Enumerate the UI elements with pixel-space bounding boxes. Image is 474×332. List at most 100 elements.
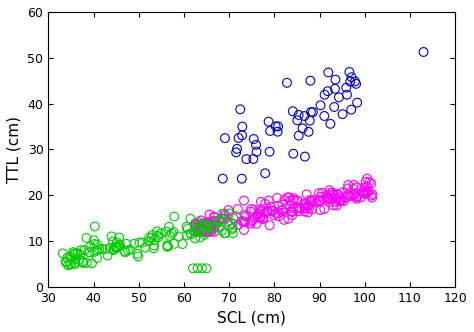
Point [150,246,157,251]
Point [184,226,191,232]
Point [266,128,274,133]
Point [250,136,257,142]
Point [210,218,218,224]
Point [325,197,333,202]
Point [205,220,212,225]
Point [71,260,79,265]
Point [123,241,130,246]
Point [339,112,346,117]
Point [337,195,344,200]
Point [344,192,352,198]
Point [295,205,302,210]
Point [330,192,337,197]
Point [74,251,82,256]
Point [235,135,242,141]
Point [307,110,315,115]
Point [259,216,267,221]
Point [88,261,96,266]
Point [353,185,361,190]
Point [228,220,236,226]
Point [281,198,288,203]
Point [225,208,232,213]
Point [338,197,346,203]
Point [273,195,281,201]
Point [134,251,141,257]
Point [335,95,343,100]
Point [204,229,212,234]
Point [308,207,316,212]
Point [275,203,283,208]
Point [332,199,339,205]
Point [106,245,114,251]
Point [287,198,294,203]
Point [301,154,309,159]
Point [59,251,67,256]
Point [157,231,164,236]
Point [116,242,123,248]
Point [212,220,219,225]
Point [229,230,237,236]
Point [344,186,352,191]
Point [330,104,338,110]
Point [168,231,175,236]
Point [301,206,309,211]
Point [109,239,117,244]
Point [219,211,226,216]
Point [79,259,86,264]
Point [304,203,312,208]
Point [71,261,79,267]
Point [359,189,367,194]
Point [204,229,211,234]
Point [113,245,120,251]
Point [249,156,257,162]
Point [187,231,195,237]
Point [141,245,149,250]
Point [353,196,361,202]
Point [170,229,177,234]
Point [364,176,371,181]
Point [290,197,297,203]
Point [64,263,72,268]
Point [220,211,228,216]
Point [336,198,344,204]
Point [278,208,286,213]
Point [80,260,87,265]
Point [265,119,273,124]
Point [289,209,296,215]
Point [222,230,229,236]
Point [202,221,210,226]
Point [154,233,161,238]
Point [289,109,297,114]
Point [63,260,70,265]
Point [108,234,115,239]
Point [279,202,286,208]
Point [327,192,335,198]
Point [86,249,93,255]
Point [261,201,269,207]
Point [290,196,298,201]
Point [145,239,153,244]
Point [257,213,264,219]
Point [187,231,194,236]
Point [226,222,233,228]
Point [300,201,308,207]
Point [149,232,156,238]
Point [232,213,240,219]
Point [305,206,313,211]
Point [221,213,229,218]
Point [351,79,359,84]
Point [109,247,117,253]
Point [343,92,351,97]
Point [121,249,128,254]
Point [72,251,79,256]
Point [163,229,170,234]
Point [208,226,215,231]
Point [252,142,260,147]
Point [191,229,199,234]
Point [93,248,100,253]
Point [340,198,348,204]
Point [64,255,71,260]
Point [199,229,206,234]
Point [201,230,208,235]
Point [228,226,236,232]
